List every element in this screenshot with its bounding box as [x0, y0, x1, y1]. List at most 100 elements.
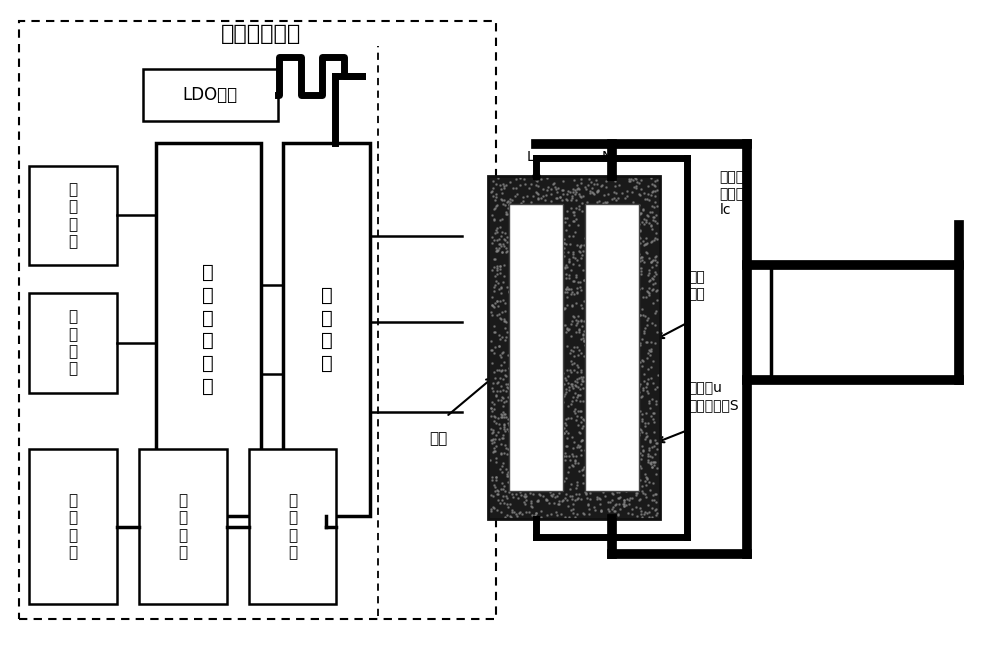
Point — [623, 493, 639, 503]
Point — [628, 183, 644, 193]
Point — [571, 191, 588, 201]
Point — [486, 301, 502, 312]
Point — [564, 187, 580, 197]
Point — [490, 426, 506, 437]
Point — [583, 182, 600, 193]
Point — [638, 472, 654, 483]
Point — [632, 493, 648, 504]
Point — [495, 199, 511, 210]
Point — [486, 442, 502, 453]
Point — [523, 501, 539, 512]
Point — [576, 326, 593, 337]
Point — [637, 193, 653, 204]
Point — [568, 239, 584, 250]
Point — [639, 238, 655, 249]
Point — [562, 238, 578, 249]
Point — [562, 345, 578, 355]
Point — [499, 471, 515, 481]
Point — [517, 506, 533, 517]
Point — [529, 174, 545, 184]
Point — [631, 495, 647, 506]
Point — [493, 282, 509, 293]
Point — [563, 367, 579, 377]
Point — [573, 436, 590, 446]
Point — [644, 462, 660, 473]
Point — [582, 187, 599, 198]
Point — [512, 173, 528, 183]
Point — [569, 277, 585, 288]
Point — [640, 312, 656, 323]
Point — [489, 489, 505, 499]
Point — [518, 495, 534, 505]
Point — [488, 192, 504, 202]
Point — [487, 254, 503, 265]
Point — [639, 508, 655, 518]
Point — [548, 183, 564, 194]
Point — [631, 178, 647, 188]
Point — [564, 276, 580, 287]
Point — [543, 509, 559, 519]
Point — [493, 193, 509, 204]
Point — [638, 310, 654, 321]
Point — [529, 176, 545, 186]
Point — [611, 487, 627, 498]
Point — [561, 257, 577, 267]
Point — [500, 418, 516, 428]
Point — [565, 383, 581, 394]
Point — [644, 207, 660, 217]
Point — [509, 511, 525, 521]
Point — [495, 400, 511, 411]
Point — [572, 348, 589, 358]
Point — [649, 381, 665, 392]
Point — [641, 211, 657, 221]
Point — [499, 510, 515, 520]
Point — [642, 435, 658, 445]
Point — [569, 494, 585, 504]
Point — [572, 300, 589, 310]
Text: 磁导率u
磁芯截面积S: 磁导率u 磁芯截面积S — [688, 382, 739, 412]
Point — [510, 493, 526, 504]
Point — [596, 198, 612, 208]
Point — [489, 295, 505, 306]
Point — [644, 223, 660, 234]
Point — [493, 288, 509, 299]
Point — [624, 187, 640, 197]
Point — [553, 185, 569, 195]
Point — [644, 343, 660, 354]
Point — [576, 233, 593, 244]
Point — [557, 225, 573, 235]
Point — [483, 411, 499, 421]
Point — [572, 178, 589, 189]
Point — [635, 361, 651, 371]
Point — [502, 498, 518, 509]
Point — [493, 352, 509, 362]
Point — [632, 475, 648, 485]
Point — [566, 276, 582, 286]
Point — [559, 432, 575, 443]
Point — [484, 358, 500, 368]
Point — [565, 246, 581, 257]
Point — [594, 180, 610, 191]
Point — [572, 396, 589, 406]
Point — [648, 504, 664, 514]
Point — [486, 347, 502, 358]
Point — [563, 356, 579, 367]
Point — [498, 247, 514, 257]
Point — [512, 486, 528, 496]
Point — [516, 496, 532, 507]
Point — [644, 256, 660, 267]
Point — [564, 449, 580, 459]
Point — [501, 426, 517, 436]
Point — [494, 365, 510, 375]
Point — [638, 233, 654, 244]
Point — [648, 260, 664, 271]
Point — [488, 417, 504, 428]
Point — [492, 222, 508, 233]
Point — [632, 424, 648, 434]
Point — [631, 381, 647, 391]
Point — [571, 426, 588, 437]
Point — [641, 477, 657, 487]
Point — [533, 512, 549, 523]
Point — [598, 196, 614, 207]
Point — [629, 177, 645, 187]
